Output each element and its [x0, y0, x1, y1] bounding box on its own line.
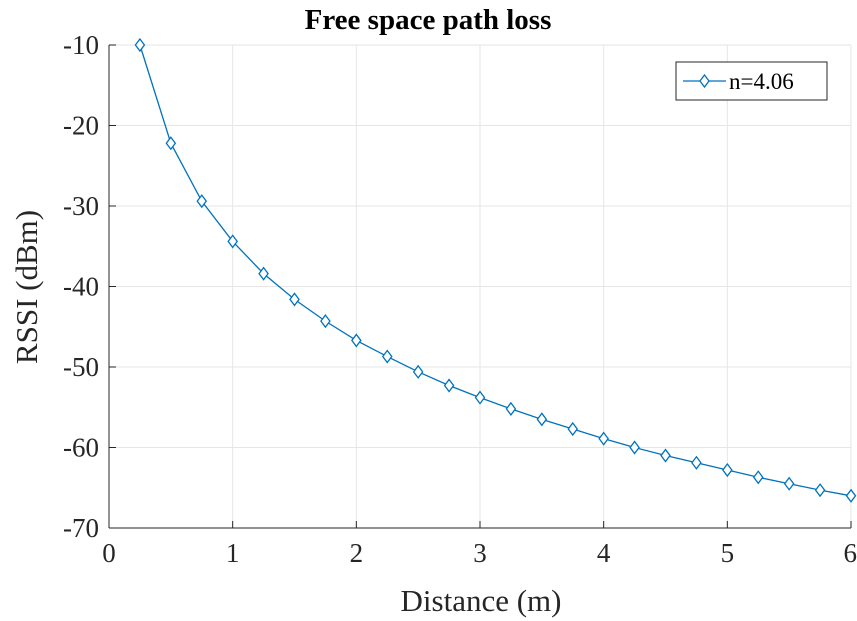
data-point-marker: [845, 488, 857, 503]
data-point-marker: [443, 378, 455, 393]
data-point-marker: [752, 470, 764, 485]
legend: n=4.06: [675, 61, 828, 101]
data-point-marker: [691, 455, 702, 470]
series-line: [139, 44, 852, 497]
data-point-marker: [598, 431, 609, 446]
data-point-marker: [722, 462, 733, 478]
x-tick-label: 5: [721, 538, 735, 568]
data-point-marker: [227, 234, 238, 249]
x-axis-label: Distance (m): [401, 583, 562, 618]
y-tick-label: -30: [63, 191, 99, 221]
y-axis-label: RSSI (dBm): [9, 210, 44, 364]
y-tick-label: -10: [63, 30, 99, 60]
x-tick-label: 6: [844, 538, 857, 568]
data-point-marker: [351, 333, 362, 348]
y-tick-label: -60: [63, 433, 99, 463]
data-point-marker: [536, 412, 548, 427]
data-point-marker: [289, 292, 300, 307]
tick-labels: 0 1 2 3 4 5 6 -70 -60 -50 -40 -30 -20 -10: [63, 30, 857, 568]
x-tick-label: 0: [102, 538, 116, 568]
data-point-marker: [474, 390, 486, 405]
data-point-marker: [783, 476, 795, 491]
data-point-marker: [660, 448, 671, 463]
y-tick-label: -50: [63, 352, 99, 382]
legend-entry-label: n=4.06: [729, 69, 794, 94]
data-point-marker: [412, 364, 424, 379]
axes: [108, 44, 852, 529]
x-tick-label: 3: [473, 538, 487, 568]
data-point-marker: [629, 440, 640, 455]
data-point-marker: [165, 136, 177, 151]
data-point-marker: [258, 266, 269, 281]
x-tick-label: 1: [226, 538, 240, 568]
x-tick-label: 2: [350, 538, 364, 568]
legend-diamond-marker: [699, 73, 710, 89]
series-layer: [134, 37, 857, 503]
data-point-marker: [567, 421, 579, 437]
data-point-marker: [814, 483, 826, 498]
data-point-marker: [505, 401, 517, 416]
data-point-marker: [381, 349, 393, 364]
y-tick-label: -70: [63, 513, 99, 543]
data-point-marker: [196, 194, 208, 209]
y-tick-label: -20: [63, 111, 99, 141]
data-point-marker: [134, 37, 146, 53]
data-point-marker: [320, 314, 331, 329]
y-tick-label: -40: [63, 272, 99, 302]
x-tick-label: 4: [597, 538, 611, 568]
chart-title: Free space path loss: [305, 4, 552, 36]
